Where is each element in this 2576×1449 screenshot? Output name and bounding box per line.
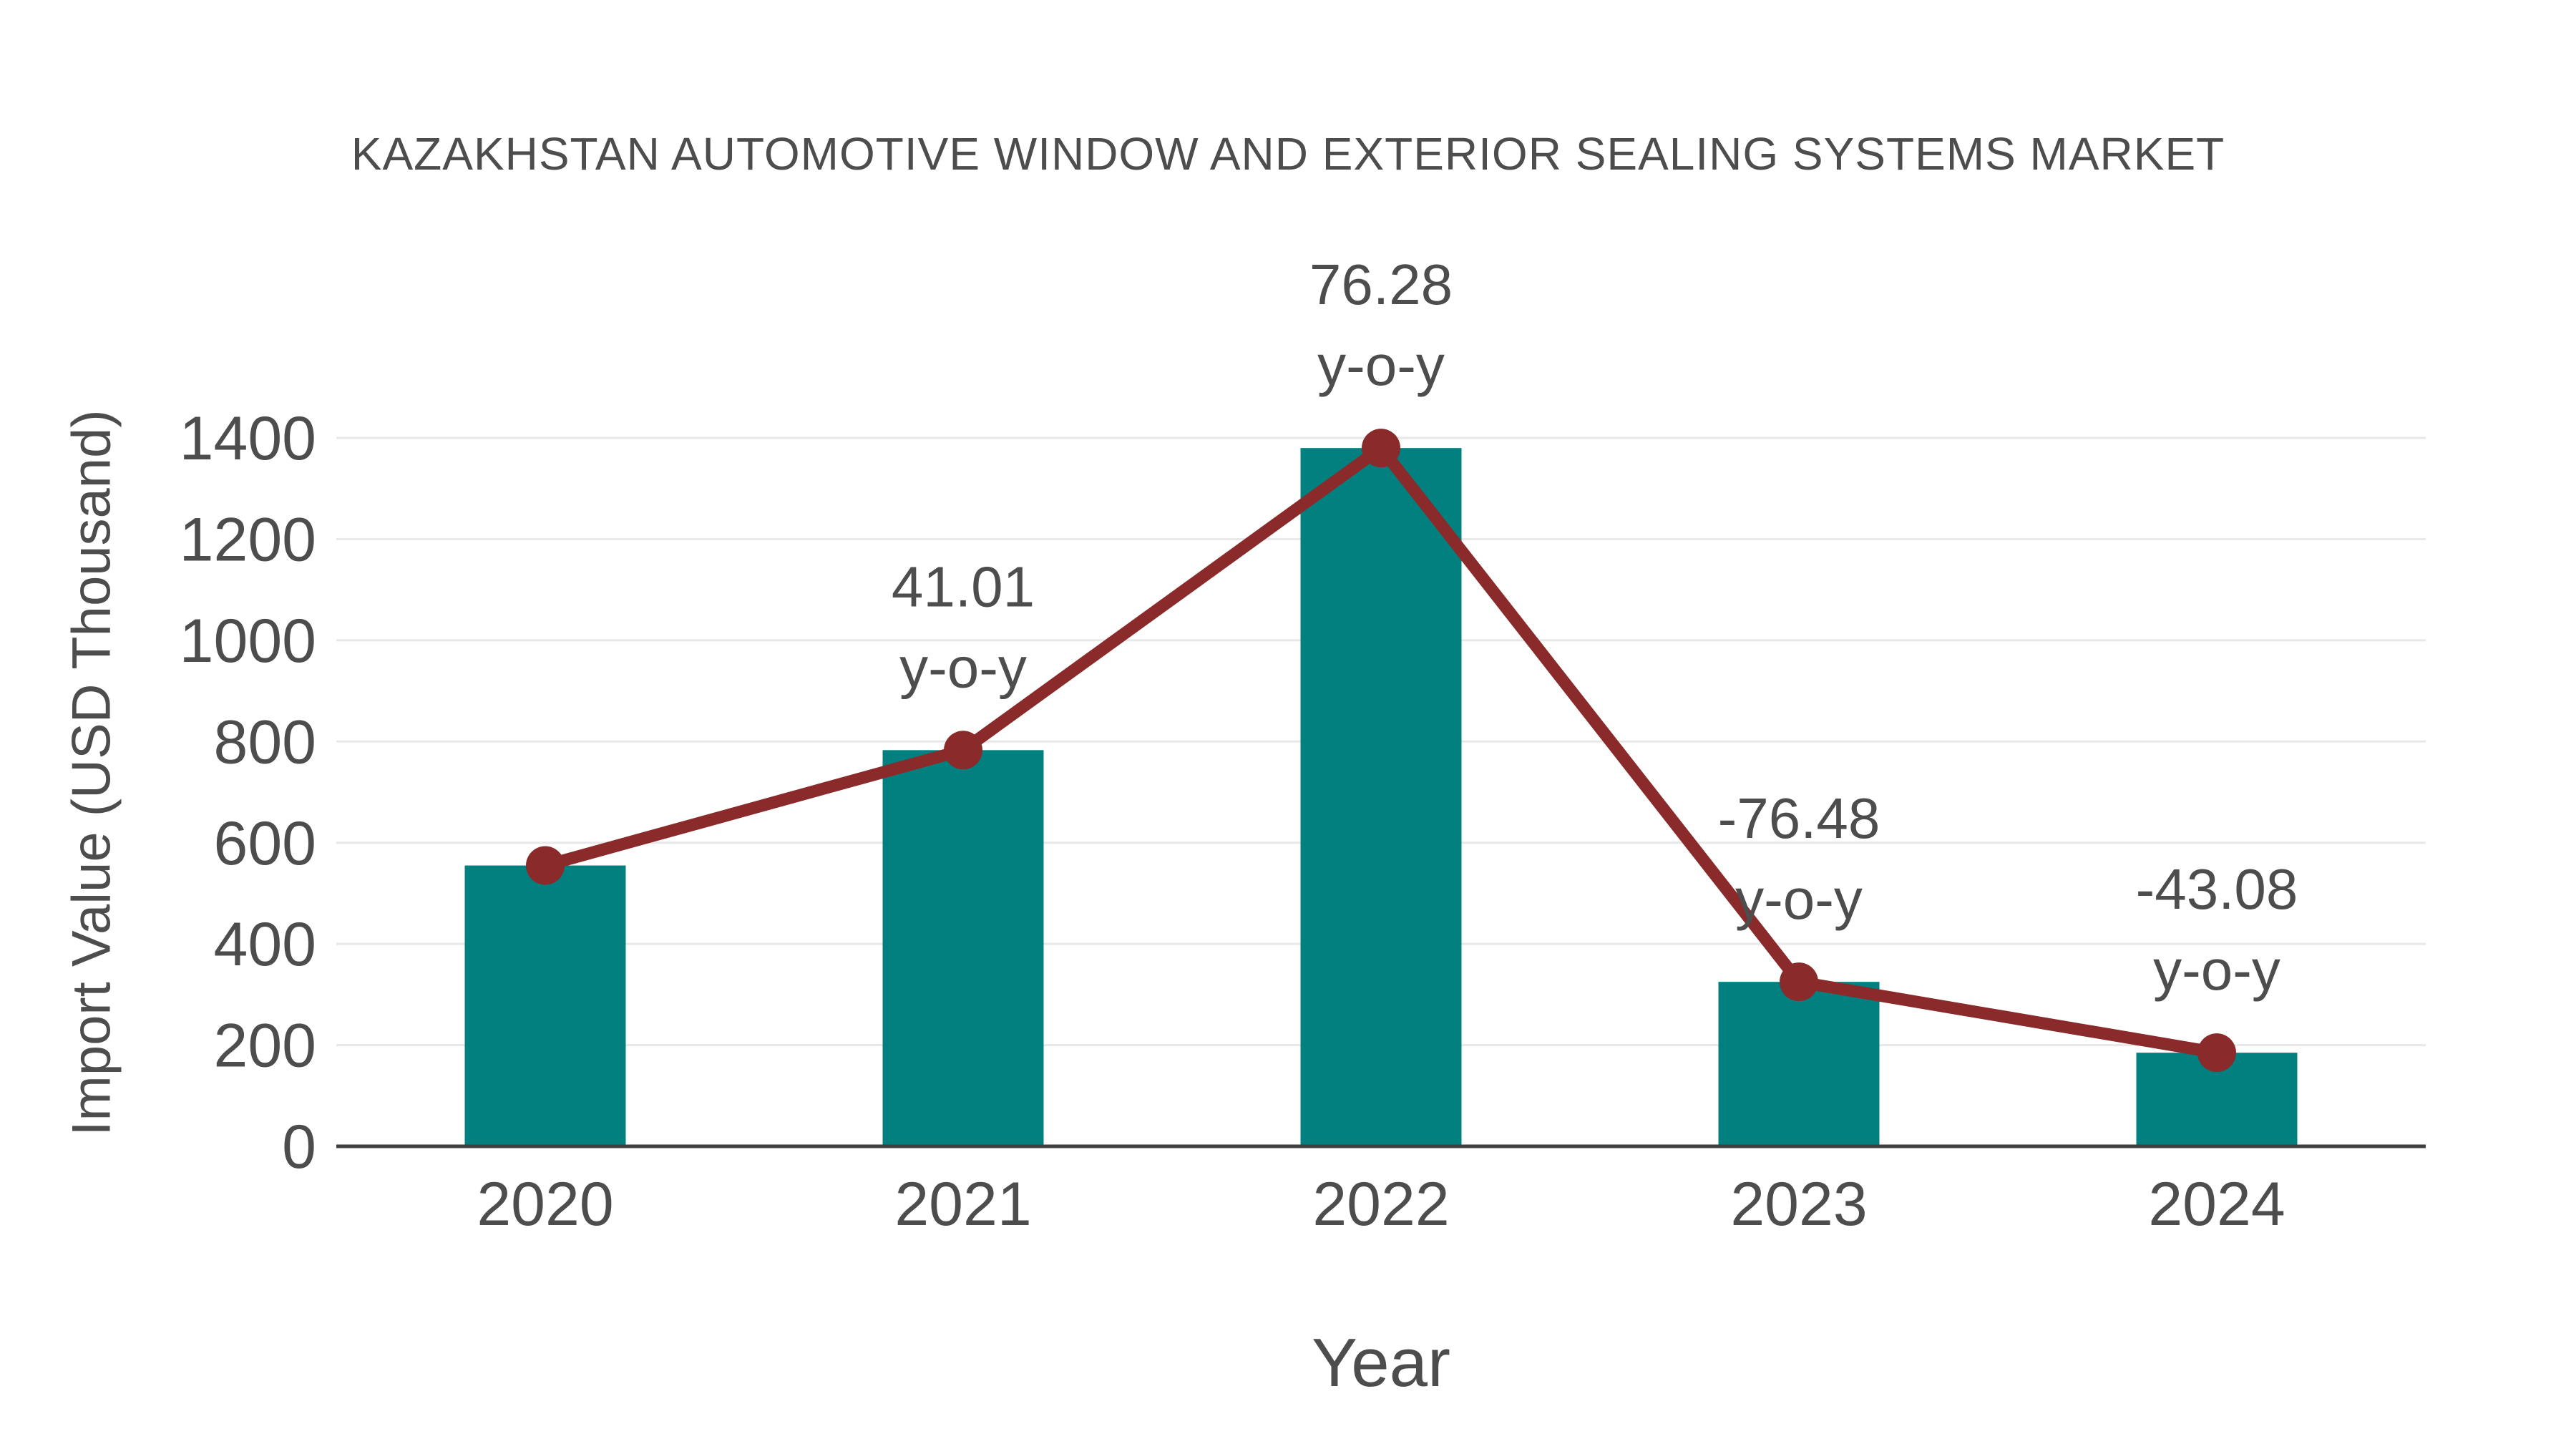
annotation-value-2023: -76.48 [1718, 786, 1880, 850]
x-tick-label-2022: 2022 [1312, 1170, 1449, 1239]
y-tick-label-1200: 1200 [180, 506, 316, 575]
y-tick-label-400: 400 [214, 910, 317, 979]
annotation-value-2024: -43.08 [2136, 857, 2298, 921]
data-point-marker-2022 [1362, 429, 1400, 468]
x-axis-title: Year [1312, 1324, 1450, 1401]
annotation-unit-2023: y-o-y [1735, 867, 1863, 931]
y-tick-label-800: 800 [214, 708, 317, 776]
x-tick-label-2023: 2023 [1730, 1170, 1867, 1239]
data-point-marker-2021 [944, 731, 982, 770]
y-tick-label-0: 0 [282, 1113, 316, 1181]
bar-2022 [1300, 448, 1462, 1146]
annotation-value-2021: 41.01 [892, 555, 1035, 618]
y-tick-label-1400: 1400 [180, 404, 316, 473]
y-tick-label-600: 600 [214, 809, 317, 878]
x-tick-label-2024: 2024 [2148, 1170, 2285, 1239]
bar-2023 [1718, 982, 1880, 1146]
data-point-marker-2020 [526, 846, 565, 885]
y-tick-label-200: 200 [214, 1012, 317, 1080]
bar-2020 [464, 865, 626, 1146]
y-tick-label-1000: 1000 [180, 607, 316, 675]
annotation-unit-2021: y-o-y [899, 635, 1027, 699]
annotation-unit-2024: y-o-y [2153, 938, 2280, 1002]
bar-2021 [882, 750, 1044, 1146]
data-point-marker-2023 [1780, 962, 1818, 1002]
annotation-value-2022: 76.28 [1309, 253, 1453, 316]
data-point-marker-2024 [2197, 1033, 2236, 1073]
x-tick-label-2020: 2020 [477, 1170, 613, 1239]
annotation-unit-2022: y-o-y [1317, 333, 1445, 397]
chart-title: KAZAKHSTAN AUTOMOTIVE WINDOW AND EXTERIO… [351, 128, 2225, 180]
x-tick-label-2021: 2021 [894, 1170, 1031, 1239]
